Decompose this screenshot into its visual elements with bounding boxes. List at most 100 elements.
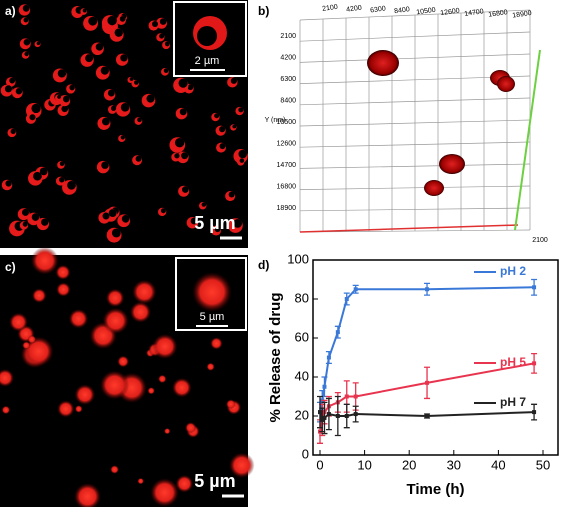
particle [105,288,125,308]
scale-label: 5 µm [194,213,235,233]
y-tick-label: 14700 [277,162,297,169]
particle [102,307,129,334]
cell-core [110,105,117,111]
particle [27,335,37,344]
cell-core [101,161,109,169]
axis-label: Y (nm) [265,117,286,124]
cell-core [108,209,117,218]
cell-core [201,202,207,207]
scale-label: 5 µm [200,311,225,323]
particle [175,474,194,493]
x-tick-label: 0 [316,457,323,472]
cell-core [159,18,167,25]
cell-core [10,128,16,135]
cell-core [101,117,110,126]
marker [326,355,331,360]
scale-label: 5 µm [194,471,235,491]
cell-core [102,212,110,220]
particle [147,387,155,395]
y-tick-label: 12600 [277,140,297,147]
cell-core [41,218,49,226]
cell-core [24,51,29,57]
cell-core [174,153,180,159]
grid-line [299,163,531,169]
cell-core [85,54,94,63]
cell-core [238,149,248,159]
x-tick-label: 30 [447,457,461,472]
particle [225,399,236,410]
particle [99,370,130,400]
grid-line [299,229,531,233]
cell-core [29,114,36,121]
marker [532,361,537,366]
cell-core [121,214,130,223]
y-tick-label: 2100 [280,33,296,40]
cell-core [4,85,13,93]
marker [344,414,349,418]
particle [152,333,178,360]
cell-core [23,38,31,46]
particle-3d [424,180,444,196]
y-tick-label: 16800 [277,183,297,190]
cell-core [39,167,48,176]
cell-core [214,226,221,233]
particle [56,282,71,297]
y-tick-label: 100 [287,251,309,266]
panel-label: d) [258,258,269,272]
grid-line [299,141,531,148]
cell-core [57,94,61,99]
panel-label: b) [258,4,269,18]
cell-core [62,95,70,103]
cell-core [187,84,194,91]
particle [206,362,215,371]
legend-label: pH 2 [500,264,526,278]
cell-core [21,208,30,216]
top-tick-label: 12600 [440,8,460,18]
grid-line [299,119,531,127]
cell-core [174,137,185,148]
cell-core [159,33,165,39]
y-tick-label: 0 [302,446,309,461]
particle [9,312,28,332]
particle [22,341,31,350]
particle [73,482,102,507]
particle [129,301,152,323]
y-tick-label: 40 [295,368,309,383]
particle [228,452,255,479]
top-tick-label: 16800 [488,9,508,19]
marker [353,287,358,292]
cell-core [9,77,16,84]
legend-label: pH 5 [500,355,526,369]
top-tick-label: 10500 [416,7,436,17]
top-tick-label: 18900 [512,10,532,20]
cell-core [33,171,42,181]
particle [1,405,11,415]
axis-edge [299,224,519,233]
legend-label: pH 7 [500,395,526,409]
cell-core [120,135,125,140]
y-tick-label: 4200 [280,54,296,61]
cell-core [15,88,23,95]
particles-c [0,246,255,507]
marker [322,384,327,389]
cell-core [36,41,41,46]
marker [326,412,331,417]
y-tick-label: 18900 [277,205,297,212]
cell-core [67,180,76,190]
cell-core [181,152,189,160]
marker [532,285,537,290]
particle [172,377,192,398]
top-tick-label: 8400 [394,6,411,15]
cell-core [100,66,109,75]
marker [320,417,325,422]
cell-core [152,21,159,28]
x-axis-label: Time (h) [406,481,464,498]
cell-core [228,191,235,198]
cell-core [31,213,40,221]
cell-core [219,126,226,133]
panel-label: a) [5,4,16,18]
particle [74,405,83,413]
cell-core [214,113,220,119]
cell-core [111,228,121,238]
